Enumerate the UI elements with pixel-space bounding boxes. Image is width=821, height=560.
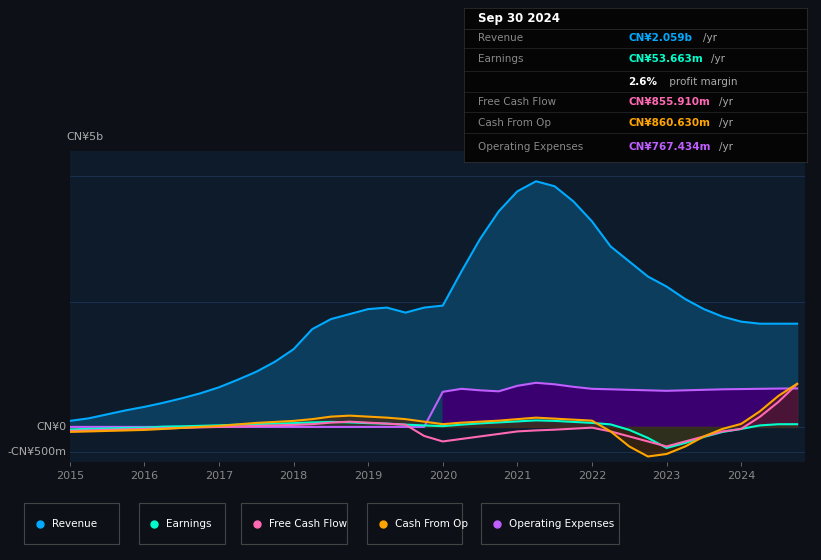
- Text: /yr: /yr: [704, 34, 718, 44]
- Text: CN¥855.910m: CN¥855.910m: [629, 97, 710, 108]
- Text: CN¥5b: CN¥5b: [67, 132, 103, 142]
- Text: Cash From Op: Cash From Op: [478, 118, 551, 128]
- Text: /yr: /yr: [711, 54, 725, 64]
- Text: Sep 30 2024: Sep 30 2024: [478, 12, 560, 25]
- Text: Revenue: Revenue: [52, 519, 97, 529]
- Text: Revenue: Revenue: [478, 34, 523, 44]
- Text: profit margin: profit margin: [666, 77, 737, 87]
- Text: Free Cash Flow: Free Cash Flow: [268, 519, 346, 529]
- Text: CN¥53.663m: CN¥53.663m: [629, 54, 704, 64]
- Text: Operating Expenses: Operating Expenses: [478, 142, 583, 152]
- Text: Free Cash Flow: Free Cash Flow: [478, 97, 556, 108]
- Text: /yr: /yr: [718, 142, 732, 152]
- Text: Earnings: Earnings: [478, 54, 523, 64]
- Text: CN¥860.630m: CN¥860.630m: [629, 118, 711, 128]
- Text: CN¥767.434m: CN¥767.434m: [629, 142, 711, 152]
- Text: Operating Expenses: Operating Expenses: [509, 519, 614, 529]
- Text: /yr: /yr: [718, 97, 732, 108]
- Text: CN¥2.059b: CN¥2.059b: [629, 34, 693, 44]
- Text: 2.6%: 2.6%: [629, 77, 658, 87]
- Text: -CN¥500m: -CN¥500m: [7, 447, 67, 457]
- Text: Earnings: Earnings: [166, 519, 212, 529]
- Text: Cash From Op: Cash From Op: [395, 519, 468, 529]
- Text: /yr: /yr: [718, 118, 732, 128]
- Text: CN¥0: CN¥0: [36, 422, 67, 432]
